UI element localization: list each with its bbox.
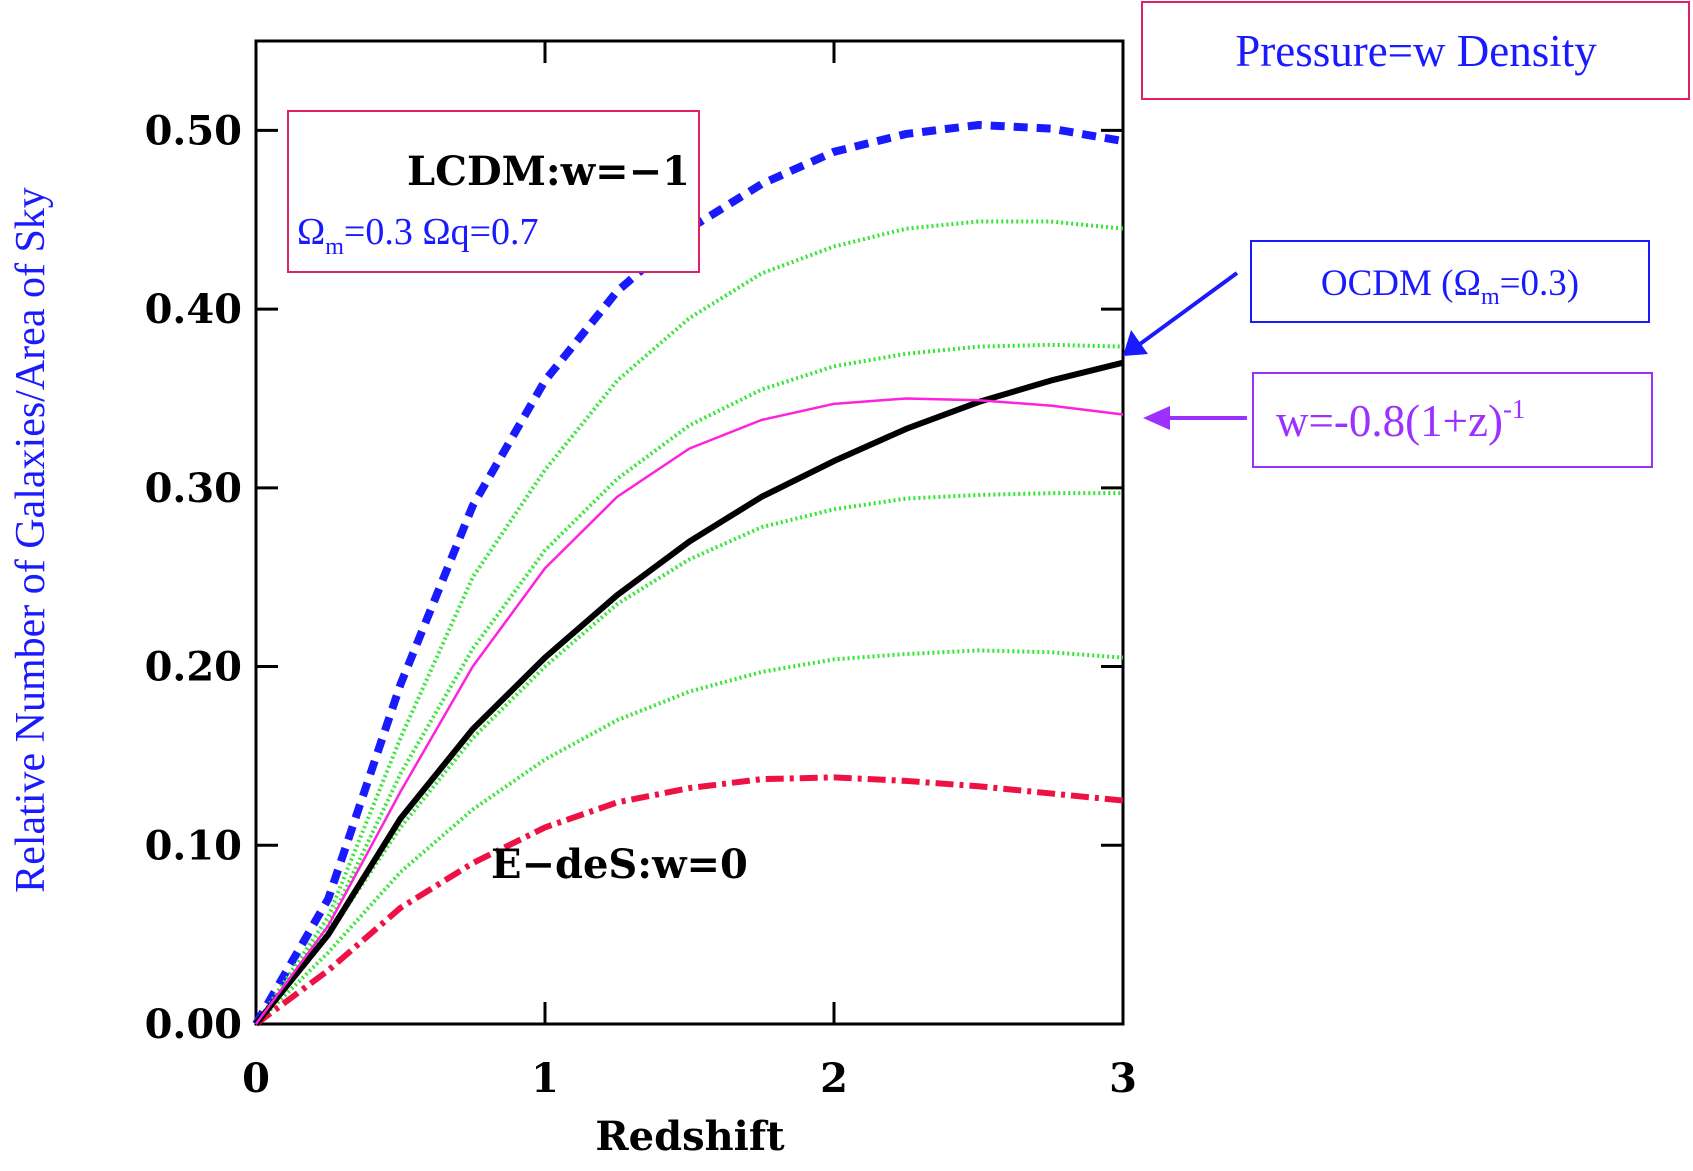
y-tick-label: 0.00 xyxy=(145,1001,242,1048)
line-series xyxy=(254,342,1124,1026)
annotation: E−deS:w=0 xyxy=(491,841,748,888)
x-tick-label: 3 xyxy=(1109,1055,1137,1102)
annotation-box xyxy=(1141,1,1690,100)
line-series xyxy=(253,359,1124,1026)
annotation-part: w=-0.8(1+z) xyxy=(1276,396,1503,446)
line-series xyxy=(254,774,1124,1027)
annotation: LCDM:w=−1 xyxy=(407,148,690,195)
line-series xyxy=(254,219,1124,1026)
annotation-part: OCDM (Ω xyxy=(1321,263,1481,304)
annotation: OCDM (Ωm=0.3) xyxy=(1321,263,1579,310)
arrow-head xyxy=(1143,406,1170,430)
line-series xyxy=(252,121,1124,1027)
arrow-head xyxy=(1123,330,1148,356)
line-series xyxy=(254,397,1124,1025)
annotation-sub: m xyxy=(1481,284,1500,310)
annotation: Ωm=0.3 Ωq=0.7 xyxy=(297,211,539,260)
annotation-box xyxy=(1250,240,1650,323)
annotation-part: =0.3 Ωq=0.7 xyxy=(344,211,539,253)
y-axis-title: Relative Number of Galaxies/Area of Sky xyxy=(8,187,54,893)
annotation-part: =0.3) xyxy=(1500,263,1579,304)
x-tick-label: 1 xyxy=(531,1055,559,1102)
y-tick-label: 0.10 xyxy=(145,822,242,869)
y-tick-label: 0.30 xyxy=(145,465,242,512)
annotation-box xyxy=(1252,372,1653,468)
line-series xyxy=(254,491,1123,1026)
annotation-sup: -1 xyxy=(1503,394,1526,424)
y-tick-label: 0.50 xyxy=(145,107,242,154)
annotation: Pressure=w Density xyxy=(1235,26,1597,76)
x-tick-label: 0 xyxy=(242,1055,270,1102)
annotation: w=-0.8(1+z)-1 xyxy=(1276,394,1525,446)
line-series xyxy=(254,648,1124,1026)
x-tick-label: 2 xyxy=(820,1055,848,1102)
annotation-part: Ω xyxy=(297,211,325,253)
y-tick-label: 0.40 xyxy=(145,286,242,333)
annotation-sub: m xyxy=(325,234,344,260)
annotation-box xyxy=(287,110,700,273)
plot-frame xyxy=(254,39,1125,1026)
x-axis-title: Redshift xyxy=(595,1113,785,1160)
plot-area: 0.00 0.10 0.20 0.30 0.40 0.50 0 1 2 3 xyxy=(145,39,1137,1102)
arrow xyxy=(1138,271,1239,346)
y-tick-label: 0.20 xyxy=(145,644,242,691)
